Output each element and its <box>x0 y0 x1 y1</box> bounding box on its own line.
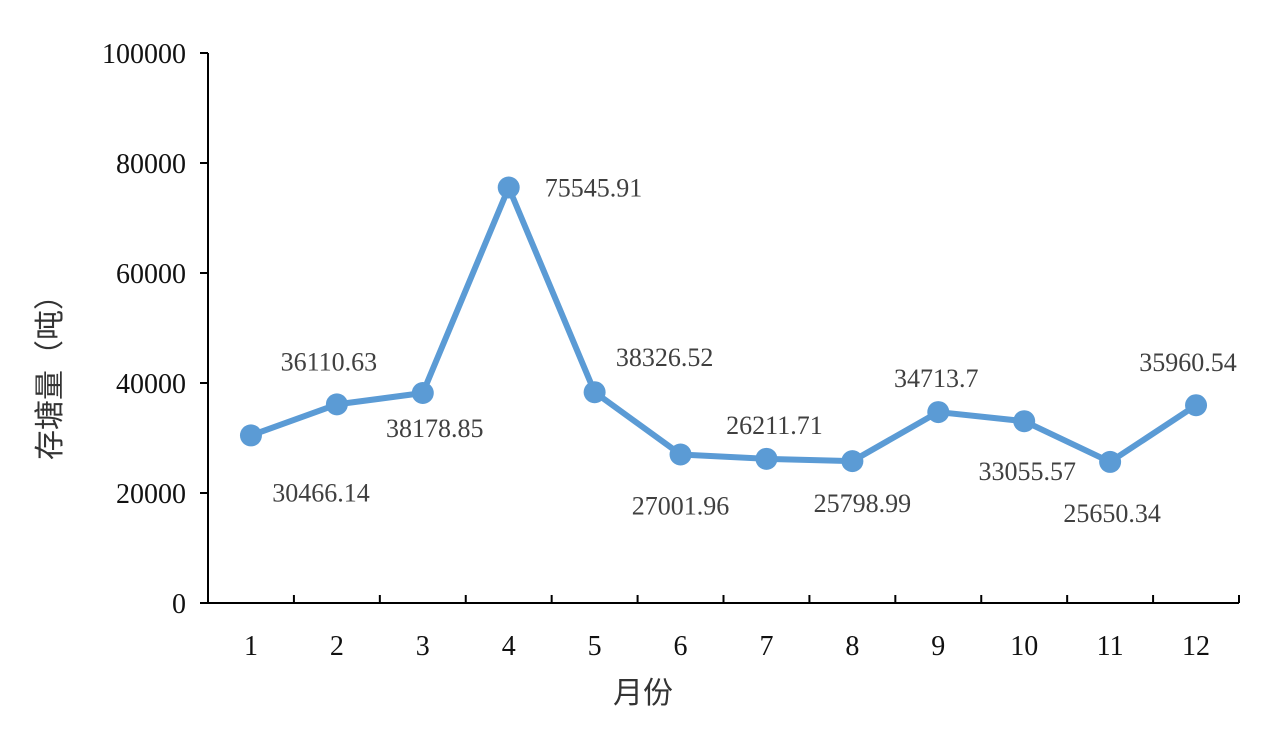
y-tick-label: 80000 <box>116 149 186 180</box>
x-tick-label: 7 <box>759 631 773 662</box>
data-point <box>239 424 262 447</box>
series-line <box>247 184 1200 465</box>
data-label: 38178.85 <box>386 414 484 443</box>
data-point <box>669 443 692 466</box>
y-axis: 0 20000 40000 60000 80000 100000 <box>102 39 208 620</box>
x-tick-label: 12 <box>1182 631 1210 662</box>
x-tick-label: 1 <box>244 631 258 662</box>
x-tick-label: 8 <box>845 631 859 662</box>
data-label: 33055.57 <box>978 457 1076 486</box>
data-point <box>497 176 520 199</box>
data-point <box>411 382 434 405</box>
data-label: 27001.96 <box>632 491 730 520</box>
data-label: 35960.54 <box>1139 348 1237 377</box>
data-point <box>1099 450 1122 473</box>
x-tick-label: 9 <box>931 631 945 662</box>
data-point <box>927 401 950 424</box>
data-label: 36110.63 <box>281 347 378 376</box>
data-label: 75545.91 <box>545 173 643 202</box>
data-label: 26211.71 <box>726 411 823 440</box>
y-tick-label: 20000 <box>116 479 186 510</box>
data-label: 34713.7 <box>894 364 979 393</box>
y-tick-label: 100000 <box>102 39 186 70</box>
y-tick-label: 40000 <box>116 369 186 400</box>
y-tick-label: 60000 <box>116 259 186 290</box>
data-label: 30466.14 <box>272 478 370 507</box>
data-point <box>583 381 606 404</box>
x-tick-label: 11 <box>1097 631 1124 662</box>
data-points <box>239 176 1208 473</box>
x-axis-title: 月份 <box>613 676 673 711</box>
data-label: 25798.99 <box>814 489 912 518</box>
x-tick-label: 2 <box>330 631 344 662</box>
x-tick-label: 5 <box>588 631 602 662</box>
x-tick-label: 6 <box>674 631 688 662</box>
data-point <box>841 450 864 473</box>
y-axis-title: 存塘量（吨） <box>33 280 68 460</box>
y-tick-label: 0 <box>172 589 186 620</box>
x-tick-label: 4 <box>502 631 516 662</box>
data-point <box>1013 410 1036 433</box>
data-labels: 30466.14 36110.63 38178.85 75545.91 38326.52… <box>272 173 1237 527</box>
data-label: 25650.34 <box>1063 499 1161 528</box>
data-point <box>755 447 778 470</box>
x-axis: 1 2 3 4 5 6 7 8 9 10 11 12 <box>207 595 1240 662</box>
x-tick-label: 3 <box>416 631 430 662</box>
data-label: 38326.52 <box>616 343 714 372</box>
data-point <box>325 393 348 416</box>
x-tick-label: 10 <box>1010 631 1038 662</box>
data-point <box>1185 394 1208 417</box>
